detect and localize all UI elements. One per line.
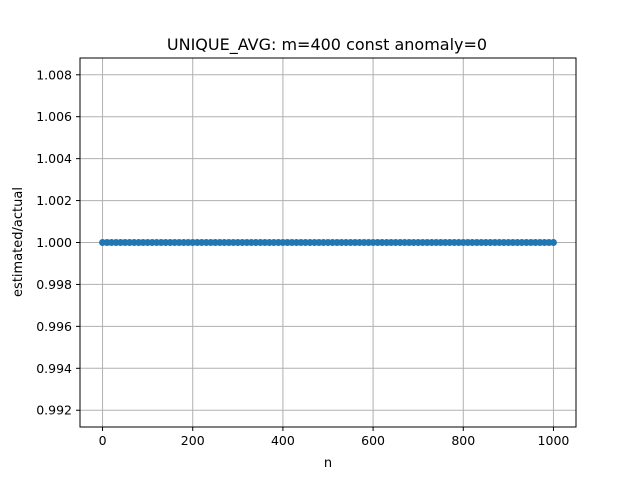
x-axis-ticks: 0 200 400 600 800 1000 — [99, 427, 570, 448]
y-axis-label: estimated/actual — [11, 187, 26, 297]
x-tick-label: 1000 — [538, 433, 570, 448]
y-tick-label: 0.992 — [36, 403, 72, 418]
y-tick-label: 1.000 — [36, 235, 72, 250]
x-tick-label: 800 — [451, 433, 475, 448]
y-tick-label: 1.006 — [36, 109, 72, 124]
x-tick-label: 200 — [181, 433, 205, 448]
y-tick-label: 1.002 — [36, 193, 72, 208]
x-tick-label: 0 — [99, 433, 107, 448]
x-tick-label: 600 — [361, 433, 385, 448]
y-tick-label: 1.008 — [36, 67, 72, 82]
x-tick-label: 400 — [271, 433, 295, 448]
y-tick-label: 1.004 — [36, 151, 72, 166]
chart-title: UNIQUE_AVG: m=400 const anomaly=0 — [167, 35, 487, 55]
data-point — [549, 239, 557, 246]
y-tick-label: 0.998 — [36, 277, 72, 292]
data-points — [99, 239, 557, 246]
y-axis-ticks: 0.992 0.994 0.996 0.998 1.000 1.002 1.004 1.006… — [36, 67, 80, 418]
y-tick-label: 0.996 — [36, 319, 72, 334]
x-axis-label: n — [324, 456, 332, 471]
y-tick-label: 0.994 — [36, 361, 72, 376]
